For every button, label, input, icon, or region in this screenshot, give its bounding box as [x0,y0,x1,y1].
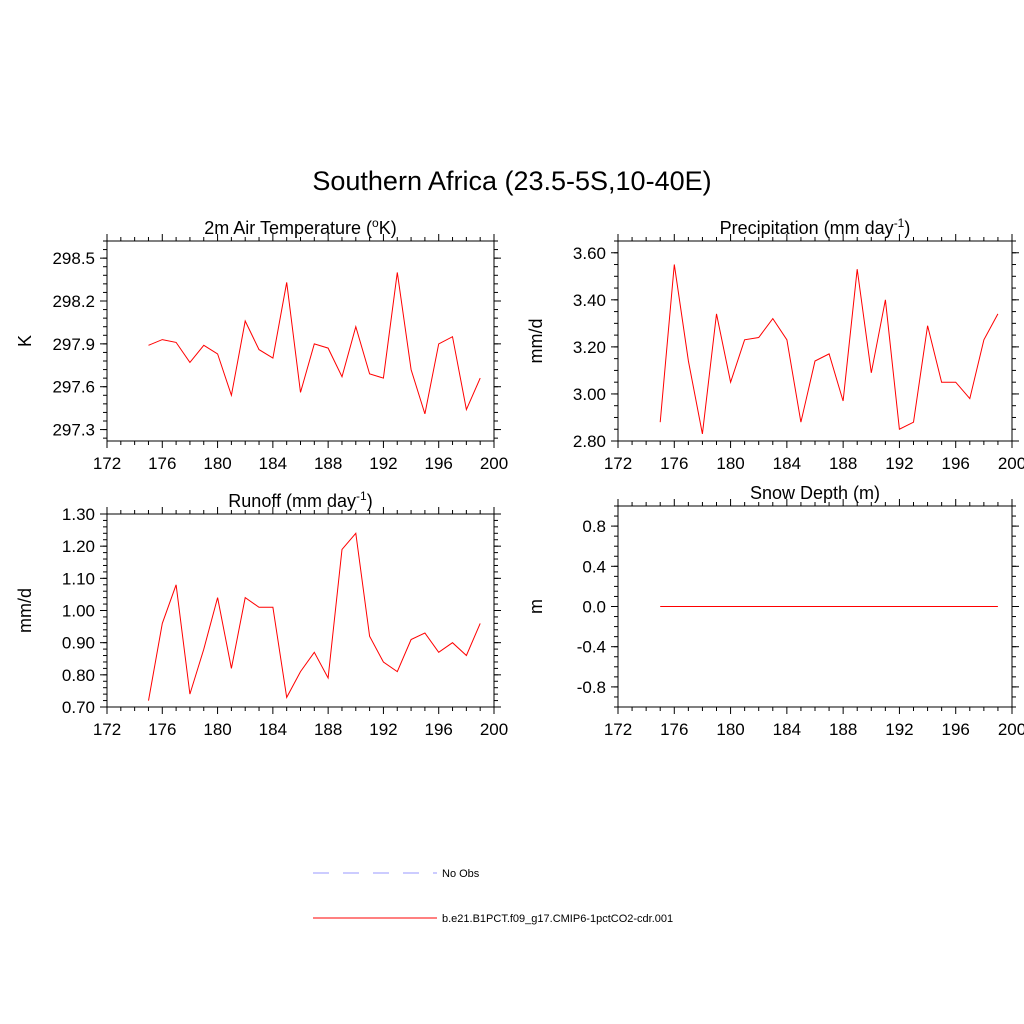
x-tick-label: 176 [148,454,176,473]
y-axis-label: mm/d [15,588,35,633]
y-tick-label: 297.6 [52,378,95,397]
legend: No Obs b.e21.B1PCT.f09_g17.CMIP6-1pctCO2-… [313,868,673,925]
x-tick-label: 192 [369,454,397,473]
y-tick-label: 3.60 [573,244,606,263]
y-tick-label: 298.5 [52,249,95,268]
x-tick-label: 200 [480,454,508,473]
x-tick-label: 200 [480,720,508,739]
x-tick-label: 172 [93,720,121,739]
y-tick-label: 3.00 [573,385,606,404]
y-axis-label: mm/d [526,319,546,364]
y-tick-label: 3.40 [573,291,606,310]
x-tick-label: 196 [942,454,970,473]
x-tick-label: 196 [942,720,970,739]
plot-frame [106,240,495,442]
y-tick-label: 0.90 [62,634,95,653]
y-tick-label: 0.80 [62,666,95,685]
x-tick-label: 180 [716,720,744,739]
x-tick-label: 188 [829,454,857,473]
y-tick-label: 1.00 [62,602,95,621]
x-tick-label: 172 [604,720,632,739]
series-line [659,264,999,434]
x-tick-label: 176 [148,720,176,739]
series-line [148,532,481,701]
panel-precipitation: Precipitation (mm day-1) mm/d 172 176 180 184… [526,216,1024,473]
y-tick-label: 1.10 [62,569,95,588]
y-tick-label: 1.20 [62,537,95,556]
panel-snow-depth: Snow Depth (m) m 172 176 180 184 188 192 196 200 -… [526,483,1024,739]
panel-title: Runoff (mm day-1) [228,489,372,511]
y-tick-label: 297.9 [52,335,95,354]
x-tick-label: 196 [425,454,453,473]
x-tick-label: 200 [998,720,1024,739]
x-tick-label: 192 [369,720,397,739]
y-tick-label: -0.8 [577,678,606,697]
x-tick-label: 188 [829,720,857,739]
x-tick-label: 172 [604,454,632,473]
x-tick-label: 188 [314,720,342,739]
x-tick-label: 192 [885,454,913,473]
panel-air-temperature: 2m Air Temperature (oK) K 172 176 180 184 188 1… [15,216,508,473]
plot-frame [106,513,495,708]
y-tick-label: 0.0 [582,598,606,617]
y-axis-label: K [15,335,35,347]
y-tick-label: 297.3 [52,421,95,440]
x-tick-label: 180 [203,720,231,739]
y-tick-label: -0.4 [577,638,606,657]
y-tick-label: 3.20 [573,338,606,357]
plot-frame [617,240,1013,442]
legend-label: b.e21.B1PCT.f09_g17.CMIP6-1pctCO2-cdr.00… [442,913,673,925]
x-tick-label: 180 [716,454,744,473]
x-tick-label: 176 [660,454,688,473]
y-tick-label: 0.8 [582,517,606,536]
y-tick-label: 0.70 [62,698,95,717]
x-tick-label: 196 [425,720,453,739]
x-tick-label: 184 [259,720,287,739]
y-tick-label: 0.4 [582,557,606,576]
x-tick-label: 192 [885,720,913,739]
y-axis-label: m [526,599,546,614]
x-tick-label: 180 [203,454,231,473]
x-tick-label: 184 [773,454,801,473]
panel-title: 2m Air Temperature (oK) [204,216,396,238]
x-tick-label: 176 [660,720,688,739]
figure-title: Southern Africa (23.5-5S,10-40E) [312,166,712,196]
y-tick-label: 1.30 [62,505,95,524]
x-tick-label: 200 [998,454,1024,473]
x-tick-label: 184 [259,454,287,473]
y-tick-label: 298.2 [52,292,95,311]
y-tick-label: 2.80 [573,432,606,451]
panel-runoff: Runoff (mm day-1) mm/d 172 176 180 184 188 192 1… [15,489,508,739]
x-tick-label: 188 [314,454,342,473]
x-tick-label: 184 [773,720,801,739]
legend-label: No Obs [442,868,480,880]
panel-title: Snow Depth (m) [750,483,880,503]
series-line [148,272,481,415]
x-tick-label: 172 [93,454,121,473]
panel-title: Precipitation (mm day-1) [720,216,911,238]
